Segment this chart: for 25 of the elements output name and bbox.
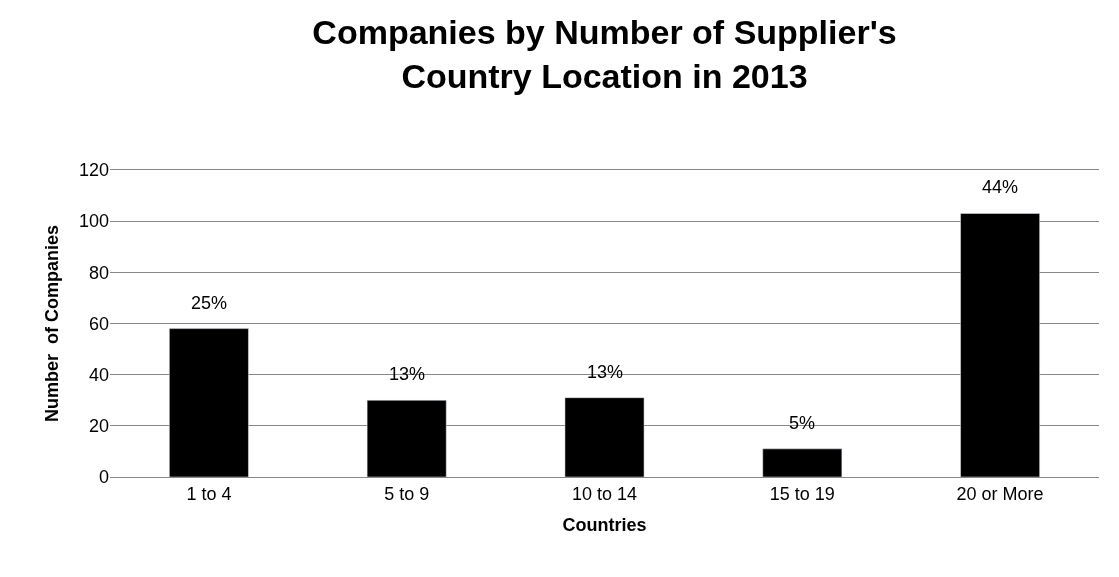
bar bbox=[169, 328, 249, 477]
annotation: 5% bbox=[789, 413, 816, 433]
y-tick-label: 120 bbox=[78, 160, 109, 181]
x-tick-label: 15 to 19 bbox=[769, 483, 835, 504]
annotation: 25% bbox=[191, 293, 228, 313]
annotation: 44% bbox=[982, 177, 1019, 197]
y-tick-label: 0 bbox=[98, 467, 109, 488]
y-tick-label: 40 bbox=[88, 364, 109, 385]
annotation: 13% bbox=[587, 362, 624, 382]
bar bbox=[960, 213, 1040, 477]
bar bbox=[366, 400, 447, 477]
x-tick-label: 1 to 4 bbox=[186, 483, 232, 504]
x-tick-label: 20 or More bbox=[956, 483, 1044, 504]
annotation: 13% bbox=[389, 364, 426, 384]
x-tick-label: 5 to 9 bbox=[384, 483, 430, 504]
chart-title: Companies by Number of Supplier's Country Location in 2013 bbox=[312, 13, 897, 96]
x-axis-title: Countries bbox=[562, 514, 647, 535]
y-tick-label: 100 bbox=[78, 211, 109, 232]
bar bbox=[564, 397, 645, 477]
y-tick-label: 20 bbox=[88, 416, 109, 437]
y-axis-title: Number of Companies bbox=[42, 224, 63, 423]
x-tick-label: 10 to 14 bbox=[571, 483, 638, 504]
y-tick-label: 60 bbox=[88, 313, 109, 334]
y-tick-label: 80 bbox=[88, 262, 109, 283]
bar bbox=[762, 448, 843, 477]
